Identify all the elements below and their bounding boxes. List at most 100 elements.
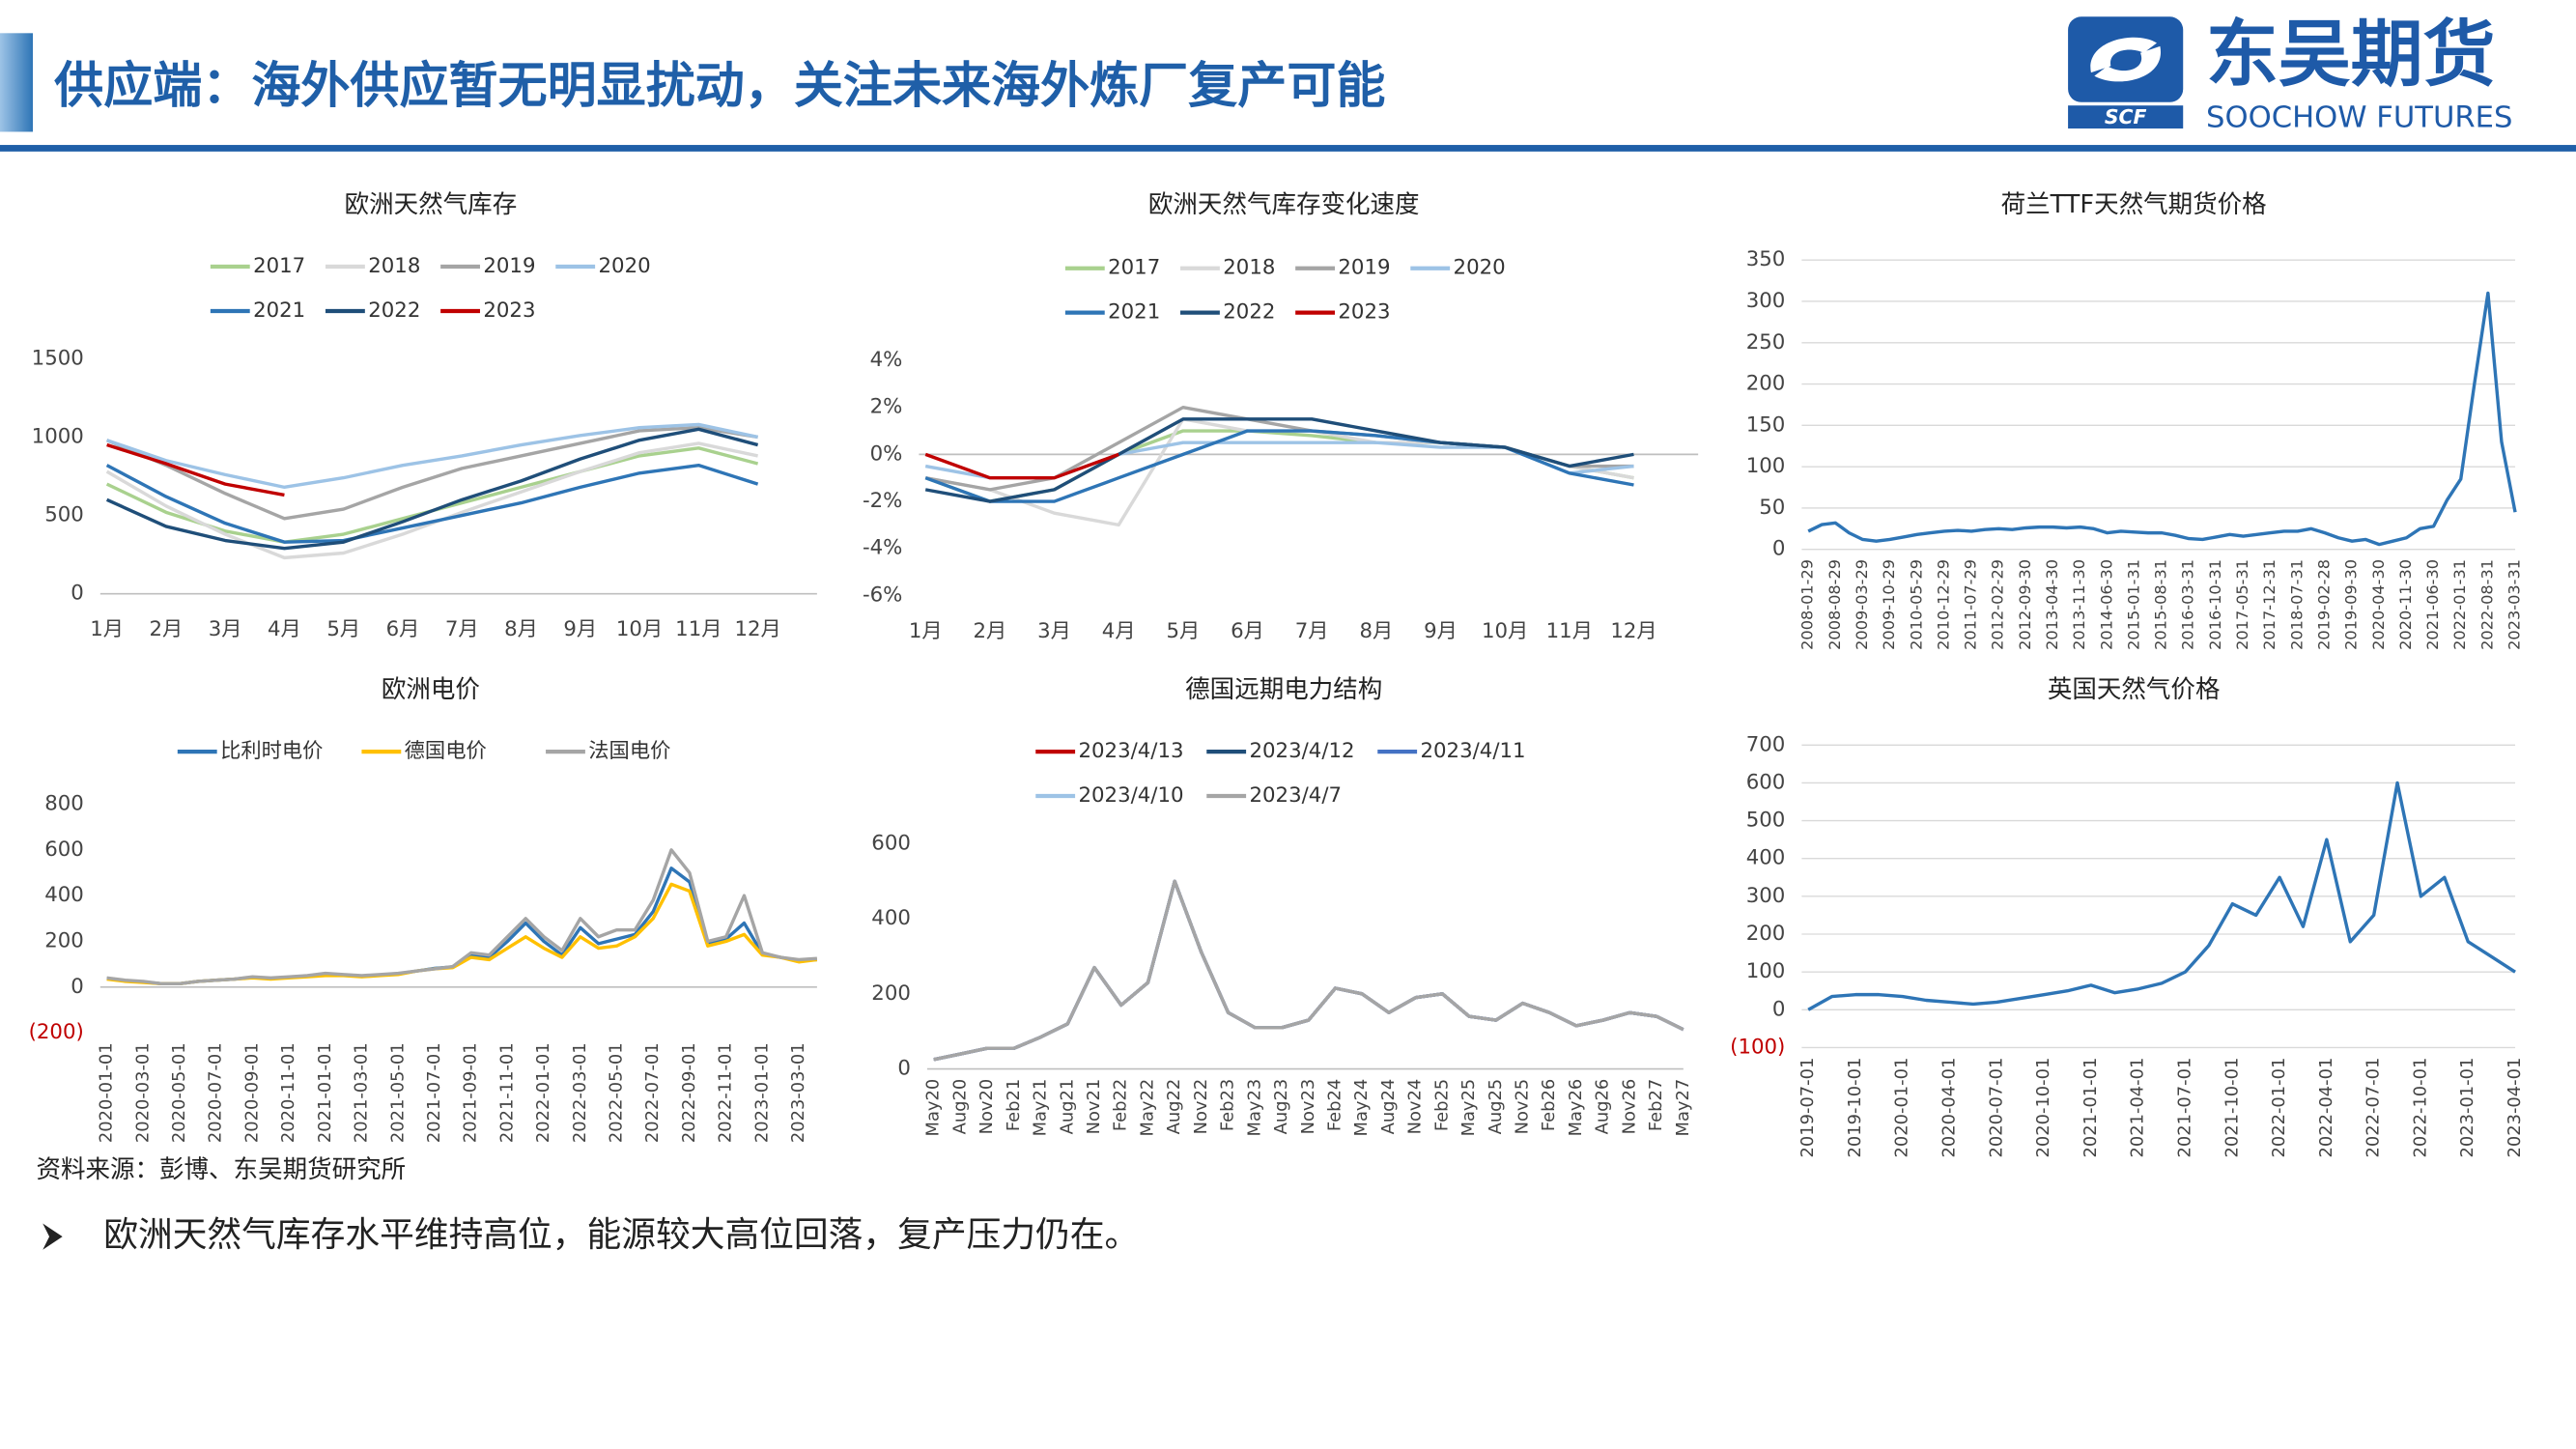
legend-label: 比利时电价 (220, 739, 323, 763)
chart-title: 英国天然气价格 (2048, 675, 2221, 704)
x-tick-label: 2021-01-01 (2081, 1058, 2101, 1158)
series-line (924, 452, 1119, 480)
y-tick-label: -6% (863, 582, 902, 607)
x-tick-label: Feb24 (1324, 1079, 1345, 1131)
x-tick-label: 2021-03-01 (352, 1042, 372, 1143)
y-tick-label: 100 (1746, 454, 1786, 478)
x-tick-label: 6月 (386, 617, 420, 641)
chart: 欧洲天然气库存 0 500 1000 1500 1月 2月 3月 4月 5月 6月 7月 8月 9月 10月… (32, 190, 817, 641)
x-tick-label: 2013-04-30 (2043, 559, 2061, 650)
legend-label: 2017 (253, 254, 305, 278)
x-tick-label: 2022-10-01 (2410, 1058, 2430, 1158)
x-tick-label: 2020-11-30 (2396, 559, 2415, 650)
y-tick-label: 200 (1746, 372, 1786, 396)
x-tick-label: 2010-12-29 (1934, 559, 1952, 650)
legend-label: 2022 (368, 298, 420, 323)
x-tick-label: 2022-03-01 (570, 1042, 590, 1143)
x-tick-label: 2022-07-01 (642, 1042, 663, 1143)
x-tick-label: Nov21 (1084, 1079, 1104, 1135)
y-tick-label: 4% (870, 348, 903, 372)
x-tick-label: 2021-10-01 (2222, 1058, 2242, 1158)
y-tick-label: 2% (870, 395, 903, 419)
legend-label: 2020 (1454, 256, 1506, 280)
x-tick-label: Aug20 (949, 1079, 970, 1135)
y-tick-label: 0 (1772, 997, 1786, 1021)
chart-title: 德国远期电力结构 (1185, 675, 1382, 704)
x-tick-label: May27 (1673, 1079, 1693, 1137)
y-tick-label: 100 (1746, 959, 1786, 983)
bullet-text: 欧洲天然气库存水平维持高位，能源较大高位回落，复产压力仍在。 (103, 1215, 1139, 1255)
series-line (1807, 781, 2516, 1011)
x-tick-label: Feb25 (1431, 1079, 1452, 1131)
x-tick-label: 11月 (675, 617, 722, 641)
x-tick-label: 2月 (150, 617, 184, 641)
x-tick-label: Feb23 (1218, 1079, 1238, 1131)
logo-en: SOOCHOW FUTURES (2206, 100, 2512, 134)
series-line (105, 426, 758, 521)
x-tick-label: Nov23 (1298, 1079, 1318, 1135)
page-title: 供应端：海外供应暂无明显扰动，关注未来海外炼厂复产可能 (54, 58, 1385, 115)
legend-label: 2023/4/10 (1078, 783, 1183, 808)
x-tick-label: May24 (1351, 1079, 1372, 1137)
x-tick-label: 2020-11-01 (278, 1042, 298, 1143)
x-tick-label: 8月 (1359, 619, 1393, 643)
y-tick-label: 200 (44, 928, 84, 952)
y-tick-label: 400 (44, 883, 84, 907)
x-tick-label: Feb26 (1539, 1079, 1559, 1131)
x-tick-label: Nov25 (1513, 1079, 1533, 1135)
legend-label: 2021 (1108, 300, 1160, 325)
x-tick-label: May23 (1244, 1079, 1264, 1137)
x-tick-label: 2008-08-29 (1826, 559, 1844, 650)
chart: 欧洲电价 (200) 0 200 400 600 800 2020-01-01 2020-03-… (29, 675, 818, 1143)
y-tick-label: 250 (1746, 330, 1786, 355)
chart-title: 欧洲天然气库存 (345, 190, 518, 219)
logo: SCF 东吴期货 SOOCHOW FUTURES (2068, 12, 2512, 134)
x-tick-label: 2017-12-31 (2260, 559, 2279, 650)
x-tick-label: 1月 (90, 617, 124, 641)
chart: 德国远期电力结构 0 200 400 600 May20 Aug20 Nov20 Feb21 Ma… (871, 675, 1693, 1136)
x-tick-label: Aug25 (1486, 1079, 1506, 1135)
x-tick-label: May20 (923, 1079, 944, 1137)
y-tick-label: 0% (870, 441, 903, 466)
logo-band (2068, 105, 2184, 129)
x-tick-label: 2020-01-01 (97, 1042, 117, 1143)
legend-label: 2023/4/7 (1250, 783, 1343, 808)
chart-title: 荷兰TTF天然气期货价格 (2001, 190, 2267, 219)
x-tick-label: 2022-11-01 (716, 1042, 736, 1143)
x-tick-label: 2009-03-29 (1853, 559, 1871, 650)
y-tick-label: 600 (871, 831, 911, 855)
legend-label: 2018 (368, 254, 420, 278)
x-tick-label: Aug24 (1378, 1079, 1399, 1135)
source-note: 资料来源：彭博、东吴期货研究所 (36, 1155, 406, 1184)
series-line (1807, 291, 2517, 547)
x-tick-label: 2022-01-01 (2269, 1058, 2289, 1158)
y-tick-label: 500 (1746, 809, 1786, 833)
y-tick-label: 600 (44, 838, 84, 862)
legend-label: 2019 (1338, 256, 1390, 280)
chart: 英国天然气价格 (100) 0 100 200 300 400 500 600 700 2019-0… (1730, 675, 2525, 1157)
series-line (106, 867, 817, 985)
legend-label: 2019 (483, 254, 535, 278)
legend-label: 2023 (1338, 300, 1390, 325)
y-tick-label: 300 (1746, 289, 1786, 313)
x-tick-label: 5月 (326, 617, 360, 641)
series-line (106, 848, 817, 985)
x-tick-label: 7月 (445, 617, 479, 641)
x-tick-label: 2020-04-01 (1939, 1058, 1960, 1158)
y-tick-label: 150 (1746, 412, 1786, 437)
x-tick-label: 2020-07-01 (206, 1042, 226, 1143)
x-tick-label: 9月 (1424, 619, 1458, 643)
x-tick-label: 2015-08-31 (2152, 559, 2170, 650)
x-tick-label: 2020-03-01 (132, 1042, 153, 1143)
x-tick-label: 10月 (616, 617, 663, 641)
legend-label: 2017 (1108, 256, 1160, 280)
x-tick-label: 2月 (973, 619, 1006, 643)
chart-title: 欧洲电价 (382, 675, 480, 704)
legend-label: 2023/4/12 (1250, 739, 1355, 763)
logo-cn: 东吴期货 (2206, 12, 2496, 97)
y-tick-label: 300 (1746, 884, 1786, 908)
x-tick-label: 2020-07-01 (1986, 1058, 2006, 1158)
series-line (106, 882, 818, 985)
series-line (106, 442, 285, 497)
